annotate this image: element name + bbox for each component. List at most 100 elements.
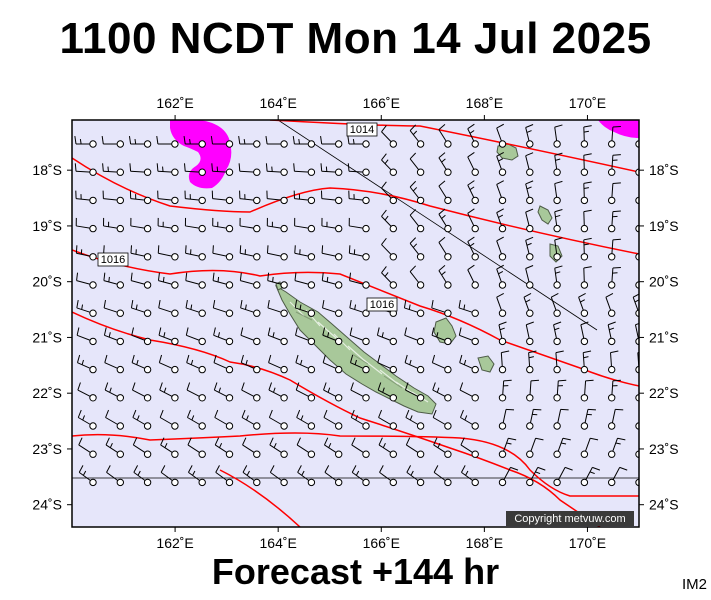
wind-barb [348,217,370,233]
wind-barb [239,245,261,261]
lon-label-top: 166˚E [363,95,400,111]
wind-barb [186,354,206,374]
isobar-label-text: 1014 [350,124,374,136]
wind-barb [130,245,152,261]
wind-barb [215,465,234,487]
wind-barb [381,266,397,289]
lat-label-right: 24˚S [649,497,679,513]
wind-barb [461,465,479,487]
wind-barb [267,272,288,289]
wind-barb [268,354,288,374]
wind-barb [381,153,397,176]
wind-barb [78,465,97,487]
wind-barb [187,437,206,458]
wind-barb [269,437,288,458]
lat-label-left: 18˚S [32,162,62,178]
wind-barb [186,382,206,402]
wind-barb [496,236,507,261]
wind-barb [128,136,152,148]
wind-barb [242,465,261,487]
wind-barb [75,217,97,233]
wind-barb [103,327,125,346]
wind-barb [381,209,397,233]
wind-barb [213,382,234,402]
wind-barb [438,152,452,176]
wind-barb [580,181,592,205]
wind-barb [580,237,592,261]
wind-barb [409,180,425,205]
wind-barb [322,327,343,346]
wind-barb [553,321,562,346]
isobar-label: 1016 [366,297,398,312]
wind-barb [131,382,152,402]
wind-barb [239,190,261,205]
wind-barb [293,163,316,176]
wind-barb [297,465,316,487]
wind-barb [349,354,370,374]
wind-barb [294,299,316,317]
wind-barb [525,180,534,205]
wind-barb [438,236,452,261]
wind-barb [238,136,261,148]
wind-barb [404,382,425,402]
wind-barb [294,245,316,261]
wind-barb [550,293,561,317]
lon-label-top: 162˚E [156,95,193,111]
wind-barb [324,465,343,487]
wind-barb [268,382,288,402]
wind-barb [77,382,97,402]
wind-barb [608,350,619,374]
wind-barb [347,136,370,148]
wind-barb [498,321,507,346]
lon-label-bottom: 162˚E [156,535,193,551]
isobar-label-text: 1016 [101,254,125,266]
wind-barb [467,236,479,261]
wind-barb [78,437,97,458]
wind-barb [526,437,544,458]
wind-barb [431,299,452,317]
wind-barb [580,437,599,458]
forecast-hour: Forecast +144 hr [211,551,500,592]
wind-barb [157,245,179,261]
isobar-label: 1014 [346,122,378,137]
wind-barb [105,409,125,430]
wind-barb [105,437,125,458]
wind-barb [184,217,206,233]
wind-barb [523,293,534,317]
wind-barb [580,466,601,487]
wind-barb [131,327,152,346]
wind-barb [241,409,261,430]
wind-barbs [74,123,639,487]
wind-barb [351,437,370,458]
image-tag: IM2 [681,576,707,593]
wind-barb [525,321,534,346]
wind-barb [438,208,452,233]
wind-barb [320,136,343,148]
wind-barb [409,209,425,233]
wind-barb [214,409,234,430]
wind-barb [212,245,234,261]
lat-label-left: 23˚S [32,441,62,457]
wind-barb [265,136,288,148]
isobar-label-text: 1016 [370,299,394,311]
wind-barb [268,409,288,430]
wind-barb [266,245,288,261]
wind-barb [212,272,234,289]
lat-label-right: 19˚S [649,218,679,234]
wind-barb [212,217,234,233]
wind-barb [432,409,452,430]
wind-barb [157,190,179,205]
wind-barb [323,437,343,458]
wind-barb [240,354,261,374]
wind-barb [498,350,510,374]
wind-barb [347,163,370,176]
wind-barb [605,293,616,317]
wind-barb [349,299,370,317]
wind-barb [103,299,125,317]
wind-barb [130,272,152,289]
lon-label-bottom: 166˚E [363,535,400,551]
wind-barb [296,437,316,458]
lat-label-right: 23˚S [649,441,679,457]
wind-barb [296,409,316,430]
wind-barb [349,272,370,289]
